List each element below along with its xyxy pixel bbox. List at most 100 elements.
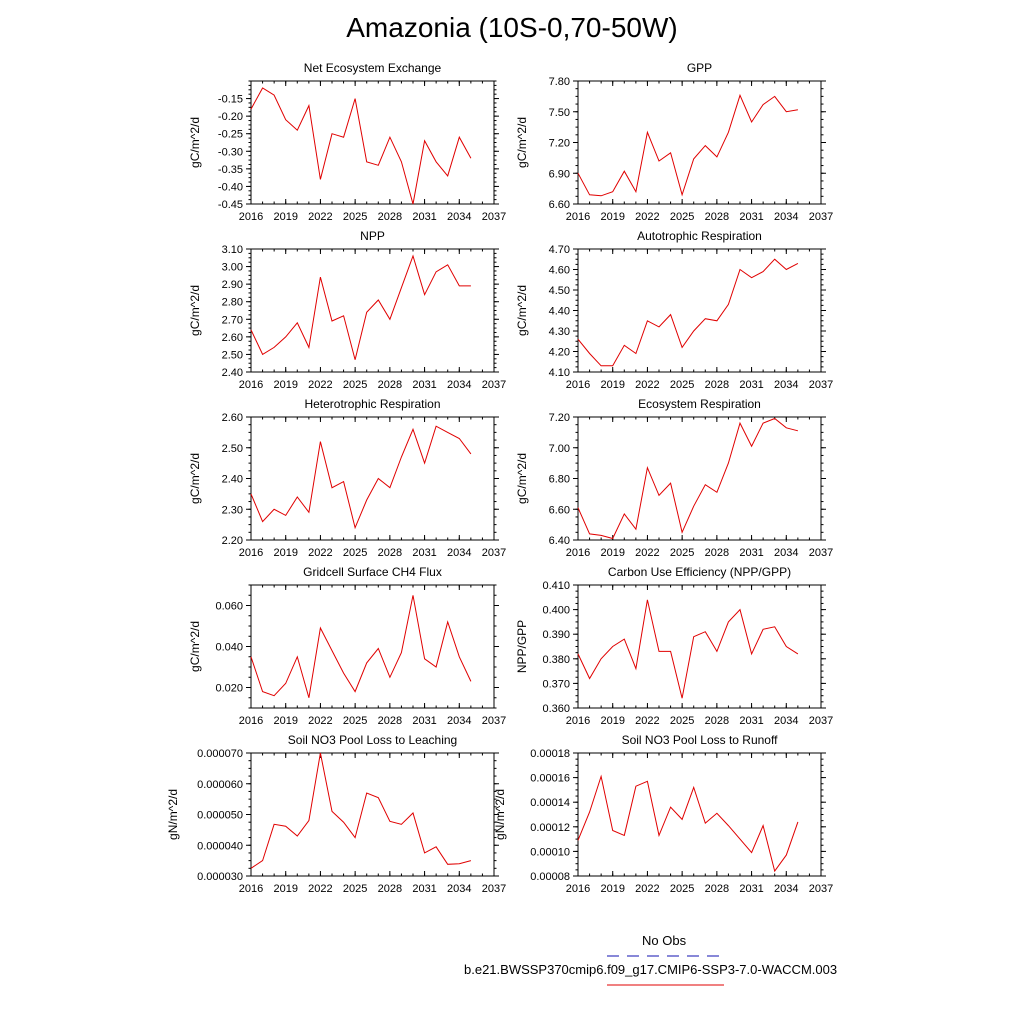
- plot-frame: [250, 248, 495, 373]
- y-tick-label: 2.80: [222, 297, 243, 309]
- x-tick-label: 2016: [239, 379, 263, 391]
- x-tick-label: 2037: [809, 883, 833, 895]
- panel-title: Heterotrophic Respiration: [304, 397, 440, 411]
- y-tick-label: 0.00010: [530, 846, 570, 858]
- x-tick-label: 2034: [447, 715, 471, 727]
- y-axis-label: gN/m^2/d: [493, 789, 507, 840]
- x-tick-label: 2019: [273, 379, 297, 391]
- plot-frame: [577, 584, 822, 709]
- x-tick-label: 2025: [670, 883, 694, 895]
- x-tick-label: 2034: [447, 379, 471, 391]
- x-tick-label: 2022: [635, 715, 659, 727]
- data-series-line: [577, 599, 799, 699]
- chart-panel-2: GPP gC/m^2/d 2016 2019 2022 2025 2028 2031 2034 2…: [515, 61, 833, 223]
- y-tick-label: 4.30: [549, 326, 570, 338]
- x-tick-label: 2034: [774, 211, 798, 223]
- x-tick-label: 2019: [600, 379, 624, 391]
- x-tick-label: 2031: [739, 547, 763, 559]
- x-tick-label: 2019: [273, 211, 297, 223]
- y-tick-label: 7.00: [549, 443, 570, 455]
- y-tick-label: 4.40: [549, 306, 570, 318]
- x-tick-label: 2031: [412, 547, 436, 559]
- x-tick-label: 2037: [482, 547, 506, 559]
- x-tick-label: 2031: [739, 211, 763, 223]
- x-tick-label: 2016: [239, 715, 263, 727]
- x-tick-label: 2037: [809, 211, 833, 223]
- panel-title: Soil NO3 Pool Loss to Leaching: [288, 733, 457, 747]
- y-tick-label: 6.90: [549, 168, 570, 180]
- x-tick-label: 2028: [705, 547, 729, 559]
- legend-obs-label: No Obs: [642, 933, 687, 948]
- y-tick-label: 2.70: [222, 314, 243, 326]
- y-tick-label: 0.00018: [530, 748, 570, 760]
- y-tick-label: 0.000030: [197, 871, 243, 883]
- y-tick-label: 2.90: [222, 279, 243, 291]
- x-tick-label: 2031: [739, 883, 763, 895]
- x-tick-label: 2037: [482, 211, 506, 223]
- x-tick-label: 2019: [273, 547, 297, 559]
- chart-panel-4: Autotrophic Respiration gC/m^2/d 2016 2019 2…: [515, 229, 833, 391]
- y-axis-label: NPP/GPP: [515, 620, 529, 673]
- x-tick-label: 2034: [447, 883, 471, 895]
- chart-panel-9: Soil NO3 Pool Loss to Leaching gN/m^2/d 20…: [166, 733, 506, 895]
- x-tick-label: 2022: [635, 547, 659, 559]
- panel-title: Carbon Use Efficiency (NPP/GPP): [608, 565, 791, 579]
- data-series-line: [577, 417, 799, 540]
- x-tick-label: 2034: [774, 379, 798, 391]
- panel-title: Gridcell Surface CH4 Flux: [303, 565, 442, 579]
- x-tick-label: 2034: [447, 211, 471, 223]
- y-tick-label: 7.20: [549, 138, 570, 150]
- x-tick-label: 2028: [705, 883, 729, 895]
- x-tick-label: 2019: [273, 883, 297, 895]
- y-tick-label: 0.380: [542, 654, 570, 666]
- x-tick-label: 2019: [600, 715, 624, 727]
- x-tick-label: 2022: [308, 715, 332, 727]
- y-tick-label: 3.00: [222, 262, 243, 274]
- chart-panel-1: Net Ecosystem Exchange gC/m^2/d 2016 2019 20…: [188, 61, 506, 223]
- x-tick-label: 2028: [705, 715, 729, 727]
- y-tick-label: 0.00016: [530, 773, 570, 785]
- x-tick-label: 2028: [378, 715, 402, 727]
- chart-panel-3: NPP gC/m^2/d 2016 2019 2022 2025 2028 2031 2034 2…: [188, 229, 506, 391]
- y-tick-label: -0.30: [218, 146, 243, 158]
- x-tick-label: 2037: [482, 883, 506, 895]
- plot-frame: [577, 416, 822, 541]
- chart-panel-6: Ecosystem Respiration gC/m^2/d 2016 2019 202…: [515, 397, 833, 559]
- y-tick-label: -0.40: [218, 181, 243, 193]
- x-tick-label: 2037: [809, 547, 833, 559]
- panel-title: Ecosystem Respiration: [638, 397, 761, 411]
- y-axis-label: gC/m^2/d: [188, 453, 202, 504]
- x-tick-label: 2022: [308, 379, 332, 391]
- y-tick-label: 0.020: [215, 683, 243, 695]
- panel-title: NPP: [360, 229, 385, 243]
- y-tick-label: 2.60: [222, 412, 243, 424]
- y-tick-label: -0.45: [218, 199, 243, 211]
- y-axis-label: gC/m^2/d: [515, 117, 529, 168]
- plot-frame: [250, 416, 495, 541]
- y-tick-label: 2.20: [222, 535, 243, 547]
- x-tick-label: 2028: [705, 211, 729, 223]
- x-tick-label: 2025: [343, 715, 367, 727]
- y-axis-label: gC/m^2/d: [515, 285, 529, 336]
- panel-title: Autotrophic Respiration: [637, 229, 762, 243]
- legend-model-label: b.e21.BWSSP370cmip6.f09_g17.CMIP6-SSP3-7…: [464, 962, 838, 977]
- y-tick-label: 7.20: [549, 412, 570, 424]
- y-axis-label: gC/m^2/d: [515, 453, 529, 504]
- data-series-line: [577, 258, 799, 367]
- y-tick-label: 0.000050: [197, 810, 243, 822]
- y-tick-label: 4.70: [549, 244, 570, 256]
- y-tick-label: 3.10: [222, 244, 243, 256]
- y-tick-label: 6.80: [549, 474, 570, 486]
- x-tick-label: 2016: [566, 715, 590, 727]
- panel-title: Net Ecosystem Exchange: [304, 61, 442, 75]
- data-series-line: [577, 93, 798, 197]
- plot-frame: [577, 80, 822, 205]
- x-tick-label: 2028: [378, 883, 402, 895]
- data-series-line: [577, 774, 799, 873]
- data-series-line: [250, 425, 472, 530]
- y-tick-label: 0.000040: [197, 840, 243, 852]
- y-tick-label: 0.00008: [530, 871, 570, 883]
- y-tick-label: 0.00014: [530, 797, 570, 809]
- page-title: Amazonia (10S-0,70-50W): [346, 12, 678, 43]
- y-tick-label: 2.50: [222, 349, 243, 361]
